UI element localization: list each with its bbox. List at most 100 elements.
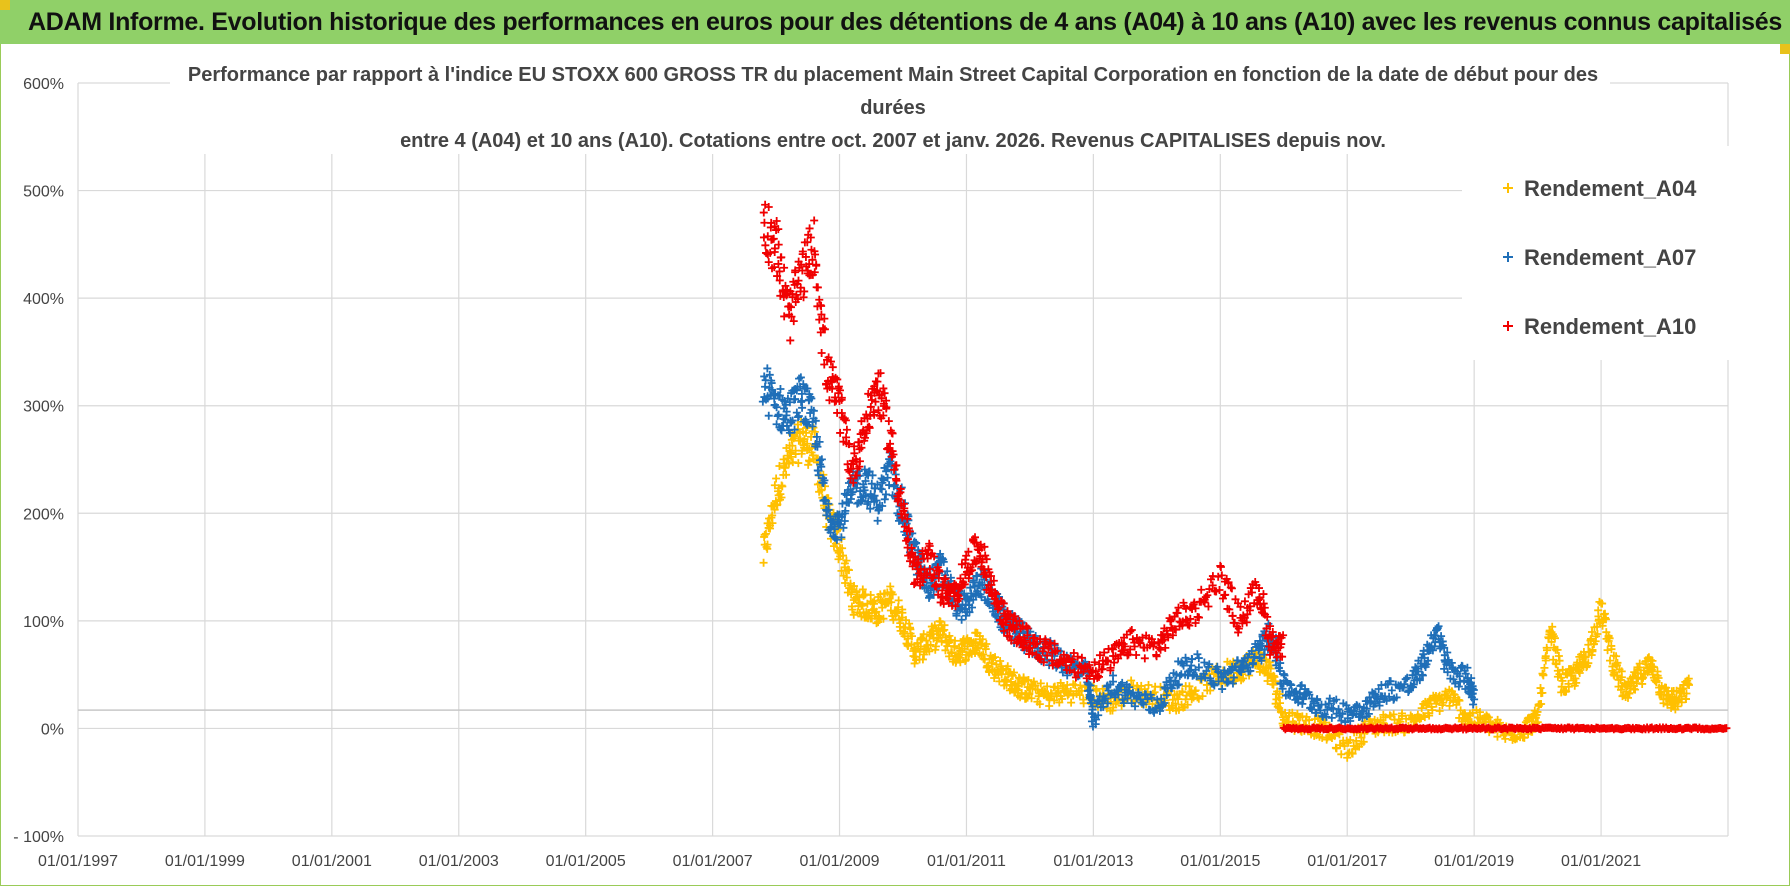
point-rendement-a04 — [1540, 663, 1549, 672]
point-rendement-a04 — [1275, 690, 1284, 699]
point-rendement-a04 — [759, 558, 768, 567]
point-rendement-a07 — [1401, 675, 1410, 684]
point-rendement-a10 — [815, 295, 824, 304]
point-rendement-a04 — [1435, 707, 1444, 716]
point-rendement-a04 — [894, 603, 903, 612]
corner-marker-left — [0, 0, 10, 10]
point-rendement-a04 — [1501, 734, 1510, 743]
point-rendement-a04 — [852, 587, 861, 596]
point-rendement-a04 — [855, 593, 864, 602]
point-rendement-a10 — [759, 233, 768, 242]
point-rendement-a04 — [979, 650, 988, 659]
point-rendement-a04 — [996, 656, 1005, 665]
point-rendement-a04 — [1050, 696, 1059, 705]
x-tick-label: 01/01/2007 — [673, 853, 753, 870]
point-rendement-a04 — [1455, 696, 1464, 705]
point-rendement-a07 — [781, 415, 790, 424]
point-rendement-a07 — [782, 407, 791, 416]
point-rendement-a07 — [776, 385, 785, 393]
point-rendement-a07 — [1327, 713, 1336, 722]
point-rendement-a07 — [773, 412, 782, 421]
point-rendement-a07 — [765, 370, 774, 379]
point-rendement-a04 — [905, 619, 914, 628]
x-tick-label: 01/01/2017 — [1307, 853, 1387, 870]
point-rendement-a04 — [972, 644, 981, 653]
point-rendement-a07 — [808, 422, 817, 431]
point-rendement-a07 — [1194, 654, 1203, 663]
point-rendement-a04 — [1040, 687, 1049, 696]
point-rendement-a10 — [1216, 563, 1225, 572]
point-rendement-a04 — [842, 556, 851, 565]
point-rendement-a04 — [777, 493, 786, 502]
point-rendement-a04 — [1031, 681, 1040, 690]
point-rendement-a07 — [794, 412, 803, 421]
point-rendement-a04 — [768, 519, 777, 528]
point-rendement-a04 — [1572, 678, 1581, 687]
point-rendement-a04 — [788, 458, 797, 467]
point-rendement-a04 — [941, 646, 950, 655]
point-rendement-a04 — [1076, 681, 1085, 690]
point-rendement-a04 — [1092, 686, 1101, 695]
point-rendement-a07 — [824, 505, 833, 514]
point-rendement-a04 — [768, 511, 777, 520]
point-rendement-a04 — [947, 648, 956, 657]
point-rendement-a07 — [1193, 650, 1202, 659]
point-rendement-a04 — [763, 540, 772, 549]
legend-label: Rendement_A10 — [1524, 314, 1696, 339]
point-rendement-a04 — [1648, 656, 1657, 665]
point-rendement-a04 — [1587, 634, 1596, 643]
point-rendement-a04 — [1593, 630, 1602, 639]
point-rendement-a04 — [794, 459, 803, 468]
point-rendement-a07 — [840, 517, 849, 525]
point-rendement-a07 — [813, 442, 822, 451]
point-rendement-a04 — [775, 461, 784, 470]
point-rendement-a04 — [1682, 689, 1691, 698]
point-rendement-a04 — [872, 619, 881, 628]
point-rendement-a04 — [1659, 699, 1668, 708]
point-rendement-a04 — [1584, 659, 1593, 668]
point-rendement-a04 — [1079, 699, 1088, 708]
point-rendement-a04 — [1206, 686, 1215, 695]
point-rendement-a07 — [798, 403, 807, 412]
corner-marker-right — [1780, 44, 1790, 54]
point-rendement-a10 — [1132, 650, 1141, 659]
legend-label: Rendement_A04 — [1524, 176, 1697, 201]
point-rendement-a07 — [795, 374, 804, 383]
point-rendement-a04 — [858, 601, 867, 610]
point-rendement-a07 — [811, 416, 820, 425]
point-rendement-a04 — [784, 459, 793, 468]
point-rendement-a04 — [971, 648, 980, 657]
legend: Rendement_A04 Rendement_A07 Rendement_A10 — [1462, 146, 1736, 360]
point-rendement-a04 — [1193, 693, 1202, 702]
point-rendement-a10 — [805, 224, 814, 233]
y-tick-label: 600% — [23, 76, 64, 93]
point-rendement-a04 — [1603, 646, 1612, 655]
point-rendement-a04 — [1266, 664, 1275, 673]
point-rendement-a04 — [926, 640, 935, 649]
point-rendement-a04 — [1539, 671, 1548, 680]
point-rendement-a04 — [1183, 700, 1192, 709]
point-rendement-a04 — [1381, 713, 1390, 722]
x-tick-label: 01/01/2015 — [1180, 853, 1260, 870]
point-rendement-a10 — [813, 283, 822, 292]
point-rendement-a04 — [1650, 663, 1659, 672]
point-rendement-a04 — [896, 619, 905, 628]
title-line-1: Performance par rapport à l'indice EU ST… — [188, 64, 1598, 86]
point-rendement-a04 — [918, 634, 927, 643]
point-rendement-a04 — [1270, 672, 1279, 681]
point-rendement-a04 — [838, 551, 847, 560]
point-rendement-a04 — [1263, 676, 1272, 685]
point-rendement-a04 — [888, 590, 897, 599]
title-line-2: durées — [860, 97, 926, 119]
y-tick-label: 0% — [41, 721, 64, 738]
point-rendement-a04 — [1601, 615, 1610, 624]
data-points — [758, 200, 1731, 762]
point-rendement-a04 — [991, 653, 1000, 662]
point-rendement-a04 — [1538, 688, 1547, 697]
point-rendement-a04 — [919, 630, 928, 639]
point-rendement-a07 — [957, 615, 966, 624]
point-rendement-a07 — [785, 398, 794, 407]
point-rendement-a04 — [1612, 652, 1621, 661]
point-rendement-a04 — [1520, 733, 1529, 742]
point-rendement-a04 — [844, 566, 853, 575]
